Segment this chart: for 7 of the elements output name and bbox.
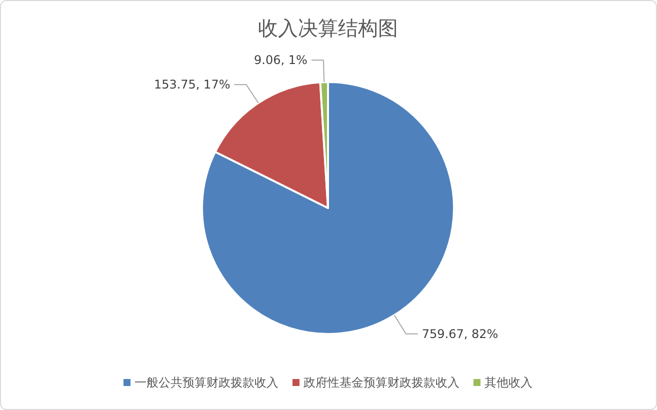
legend-label: 一般公共预算财政拨款收入: [134, 376, 278, 390]
data-label: 153.75, 17%: [154, 78, 230, 92]
data-label: 9.06, 1%: [254, 53, 308, 68]
chart-title: 收入决算结构图: [258, 16, 398, 40]
data-label: 759.67, 82%: [422, 326, 498, 341]
legend-label: 其他收入: [484, 376, 532, 390]
legend-label: 政府性基金预算财政拨款收入: [304, 376, 460, 390]
